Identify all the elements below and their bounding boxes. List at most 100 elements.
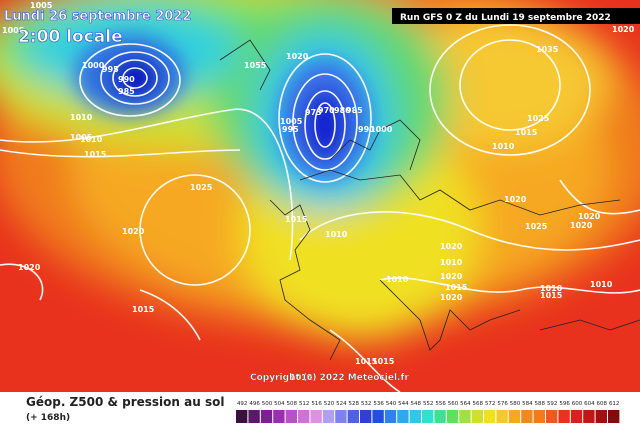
- isobar-label: 1020: [122, 227, 145, 236]
- scale-swatch: [372, 410, 384, 423]
- isobar-label: 1005: [280, 117, 303, 126]
- scale-swatch: [310, 410, 322, 423]
- isobar-label: 1015: [84, 150, 107, 159]
- isobar-label: 1020: [612, 25, 635, 34]
- scale-label: 556: [435, 401, 446, 407]
- scale-swatch: [285, 410, 297, 423]
- isobar-label: 990: [358, 125, 375, 134]
- scale-swatch: [570, 410, 583, 423]
- scale-label: 560: [448, 401, 459, 407]
- scale-label: 588: [535, 401, 546, 407]
- scale-label: 512: [299, 401, 310, 407]
- isobar-label: 1015: [285, 215, 308, 224]
- isobar-label: 1015: [515, 128, 538, 137]
- scale-label: 524: [336, 401, 347, 407]
- scale-swatch: [546, 410, 558, 423]
- scale-swatch: [409, 410, 421, 423]
- scale-label: 528: [349, 401, 360, 407]
- scale-swatch: [583, 410, 595, 423]
- scale-label: 496: [249, 401, 260, 407]
- scale-label: 500: [262, 401, 273, 407]
- scale-label: 492: [237, 401, 248, 407]
- isobar-label: 1025: [190, 183, 213, 192]
- scale-label: 604: [584, 401, 595, 407]
- scale-swatch: [459, 410, 471, 423]
- isobar-label: 1010: [492, 142, 515, 151]
- isobar-label: 995: [102, 65, 119, 74]
- isobar-label: 1010: [325, 230, 348, 239]
- scale-label: 516: [311, 401, 322, 407]
- legend-subtitle: (+ 168h): [26, 413, 70, 423]
- isobar-label: 1015: [355, 357, 378, 366]
- scale-swatch: [446, 410, 459, 423]
- scale-label: 568: [473, 401, 484, 407]
- scale-swatch: [273, 410, 285, 423]
- isobar-label: 1005: [70, 133, 93, 142]
- weather-map: 1005100510009959909851010100510101015105…: [0, 0, 640, 392]
- isobar-label: 975: [305, 108, 322, 117]
- scale-label: 552: [423, 401, 434, 407]
- scale-label: 544: [398, 401, 409, 407]
- isobar-label: 990: [118, 75, 135, 84]
- scale-label: 596: [559, 401, 570, 407]
- scale-swatch: [595, 410, 607, 423]
- scale-label: 520: [324, 401, 335, 407]
- scale-label: 600: [572, 401, 583, 407]
- isobar-label: 1005: [30, 1, 53, 10]
- isobar-label: 1035: [536, 45, 559, 54]
- isobar-label: 1000: [82, 61, 105, 70]
- isobar-label: 1020: [570, 221, 593, 230]
- date: Lundi 26 septembre 2022: [4, 9, 191, 24]
- scale-label: 592: [547, 401, 558, 407]
- isobar-label: 1055: [244, 61, 267, 70]
- scale-swatch: [508, 410, 521, 423]
- isobar-label: 1010: [80, 135, 103, 144]
- isobar-label: 1005: [2, 26, 25, 35]
- copyright: Copyright (c) 2022 Meteociel.fr: [250, 373, 409, 383]
- isobar-label: 985: [346, 106, 363, 115]
- scale-swatch: [533, 410, 545, 423]
- isobar-label: 1020: [286, 52, 309, 61]
- legend-title: Géop. Z500 & pression au sol: [26, 395, 224, 409]
- scale-swatch: [558, 410, 570, 423]
- scale-label: 608: [597, 401, 608, 407]
- scale-swatch: [422, 410, 434, 423]
- scale-label: 540: [386, 401, 397, 407]
- scale-label: 576: [497, 401, 508, 407]
- scale-swatch: [248, 410, 260, 423]
- run-box: [392, 8, 640, 24]
- isobar-label: 1010: [70, 113, 93, 122]
- scale-label: 548: [411, 401, 422, 407]
- scale-label: 612: [609, 401, 620, 407]
- legend: Géop. Z500 & pression au sol (+ 168h) 49…: [26, 395, 620, 423]
- scale-swatch: [260, 410, 273, 423]
- isobar-label: 1020: [440, 272, 463, 281]
- isobar-label: 1020: [578, 212, 601, 221]
- scale-swatch: [397, 410, 409, 423]
- scale-swatch: [471, 410, 483, 423]
- scale-swatch: [608, 410, 620, 423]
- isobar-label: 985: [118, 87, 135, 96]
- isobar-label: 1015: [445, 283, 468, 292]
- isobar-label: 1020: [440, 242, 463, 251]
- scale-label: 572: [485, 401, 496, 407]
- isobar-label: 995: [282, 125, 299, 134]
- isobar-label: 1010: [540, 284, 563, 293]
- isobar-label: 1000: [370, 125, 393, 134]
- isobar-label: 1020: [18, 263, 41, 272]
- scale-swatch: [521, 410, 533, 423]
- scale-label: 532: [361, 401, 372, 407]
- isobar-label: 1020: [504, 195, 527, 204]
- scale-swatch: [484, 410, 496, 423]
- isobar-label: 1010: [386, 275, 409, 284]
- scale-swatch: [384, 410, 397, 423]
- scale-swatch: [434, 410, 446, 423]
- isobar-label: 980: [334, 106, 351, 115]
- scale-swatch: [322, 410, 335, 423]
- scale-label: 504: [274, 401, 285, 407]
- isobar-label: 1015: [540, 291, 563, 300]
- scale-swatch: [335, 410, 347, 423]
- isobar-label: 970: [318, 106, 335, 115]
- scale-swatch: [496, 410, 508, 423]
